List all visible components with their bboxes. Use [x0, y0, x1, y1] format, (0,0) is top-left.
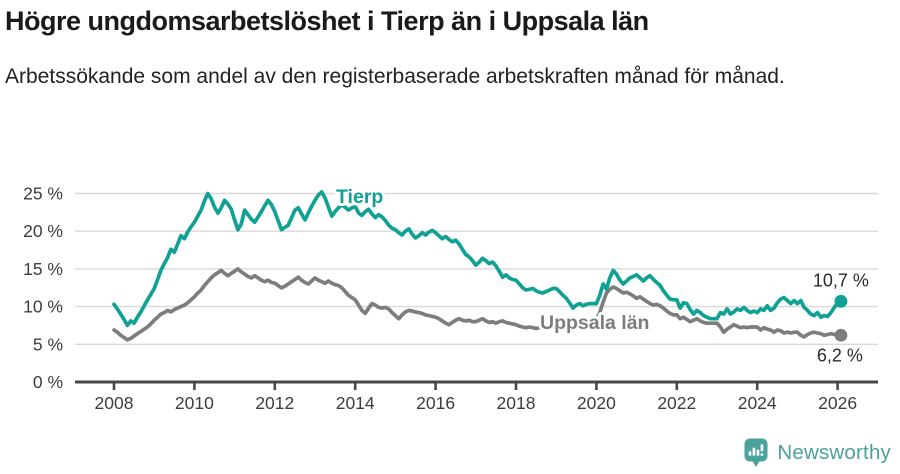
page-subtitle: Arbetssökande som andel av den registerb…	[5, 65, 785, 88]
x-tick-label: 2008	[95, 393, 134, 413]
series-inline-label: Uppsala län	[540, 312, 649, 334]
newsworthy-logo-icon	[744, 438, 768, 467]
series-end-dot-uppsala-lan	[834, 328, 848, 342]
unemployment-line-chart: 0 % 5 % 10 % 15 % 20 % 25 % 2008 2010 2012 2014 20…	[23, 183, 878, 413]
x-tick-label: 2026	[818, 393, 857, 413]
series-end-value-label: 6,2 %	[817, 345, 863, 365]
series-inline-label: Tierp	[336, 186, 383, 208]
x-tick-label: 2012	[255, 393, 294, 413]
y-tick-label: 10 %	[23, 297, 63, 317]
series-line-uppsala-lan	[112, 267, 843, 342]
y-tick-label: 15 %	[23, 259, 63, 279]
x-tick-label: 2022	[657, 393, 696, 413]
series-line-tierp	[112, 190, 843, 328]
y-tick-label: 0 %	[33, 372, 63, 392]
y-tick-label: 5 %	[33, 334, 63, 354]
x-tick-label: 2016	[416, 393, 455, 413]
series-end-dot-tierp	[834, 294, 848, 308]
series-end-value-label: 10,7 %	[813, 270, 869, 290]
newsworthy-logo-text: Newsworthy	[777, 440, 891, 464]
x-tick-label: 2010	[175, 393, 214, 413]
page-title: Högre ungdomsarbetslöshet i Tierp än i U…	[5, 6, 649, 36]
x-tick-label: 2024	[738, 393, 777, 413]
y-tick-label: 25 %	[23, 184, 63, 204]
x-tick-label: 2020	[577, 393, 616, 413]
x-tick-label: 2018	[497, 393, 536, 413]
y-tick-label: 20 %	[23, 221, 63, 241]
x-tick-label: 2014	[336, 393, 375, 413]
newsworthy-logo: Newsworthy	[743, 437, 891, 468]
